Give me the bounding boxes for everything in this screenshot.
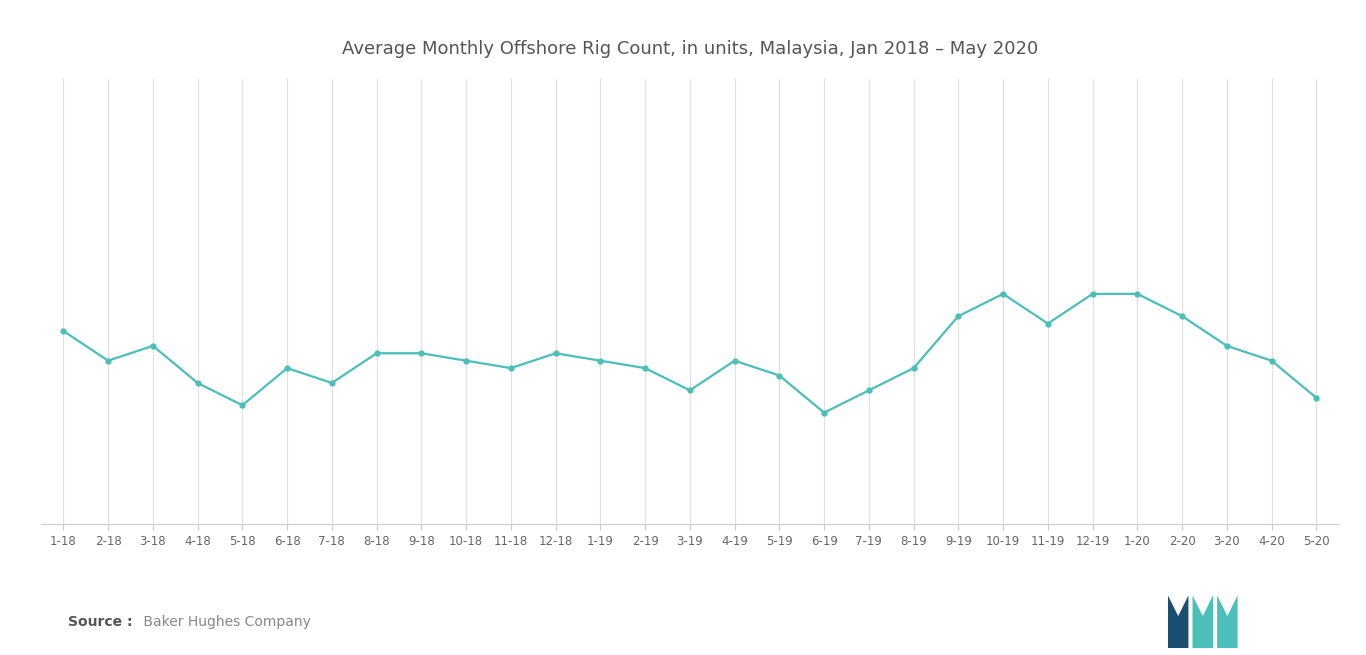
- Text: Baker Hughes Company: Baker Hughes Company: [139, 615, 311, 629]
- Text: Source :: Source :: [68, 615, 133, 629]
- Title: Average Monthly Offshore Rig Count, in units, Malaysia, Jan 2018 – May 2020: Average Monthly Offshore Rig Count, in u…: [342, 39, 1038, 58]
